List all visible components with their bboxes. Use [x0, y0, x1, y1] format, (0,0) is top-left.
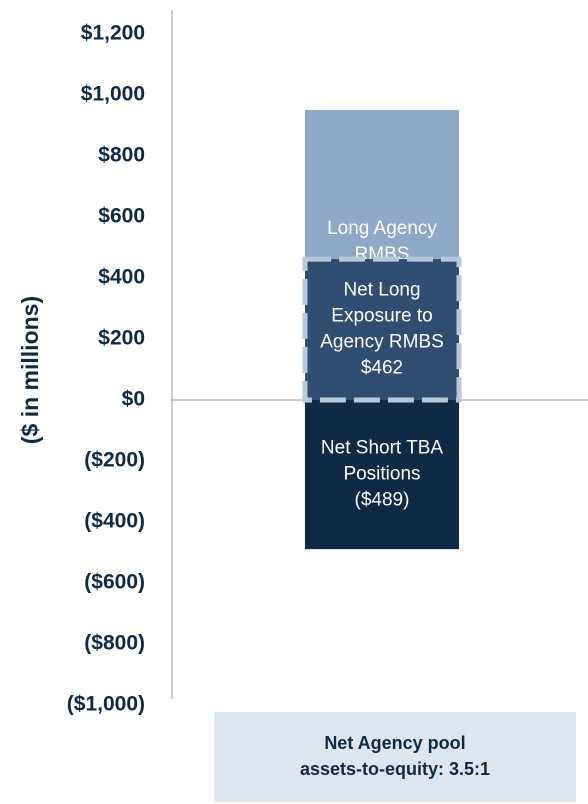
y-tick-label: $200 — [98, 327, 145, 350]
y-tick-label: $1,200 — [81, 22, 145, 45]
bar-name: Net Long Exposure to Agency RMBS — [320, 280, 444, 353]
y-axis-label: ($ in millions) — [17, 296, 43, 444]
annotation: Net Agency pool assets-to-equity: 3.5:1 — [300, 733, 490, 779]
y-tick-label: ($800) — [84, 632, 145, 655]
y-tick-label: ($1,000) — [67, 693, 145, 716]
bar-value-label: ($489) — [355, 490, 410, 511]
bar-value-label: $462 — [361, 358, 403, 379]
bar — [302, 256, 462, 403]
y-tick-label: $600 — [98, 205, 145, 228]
y-tick-label: ($200) — [84, 449, 145, 472]
annotation-box — [214, 712, 576, 802]
bar — [305, 400, 459, 550]
bar-name: Net Short TBA Positions — [321, 438, 443, 485]
y-tick-label: $800 — [98, 144, 145, 167]
y-tick-label: ($600) — [84, 571, 145, 594]
y-tick-label: $400 — [98, 266, 145, 289]
y-tick-label: ($400) — [84, 510, 145, 533]
y-tick-label: $1,000 — [81, 83, 145, 106]
y-tick-label: $0 — [122, 388, 145, 411]
